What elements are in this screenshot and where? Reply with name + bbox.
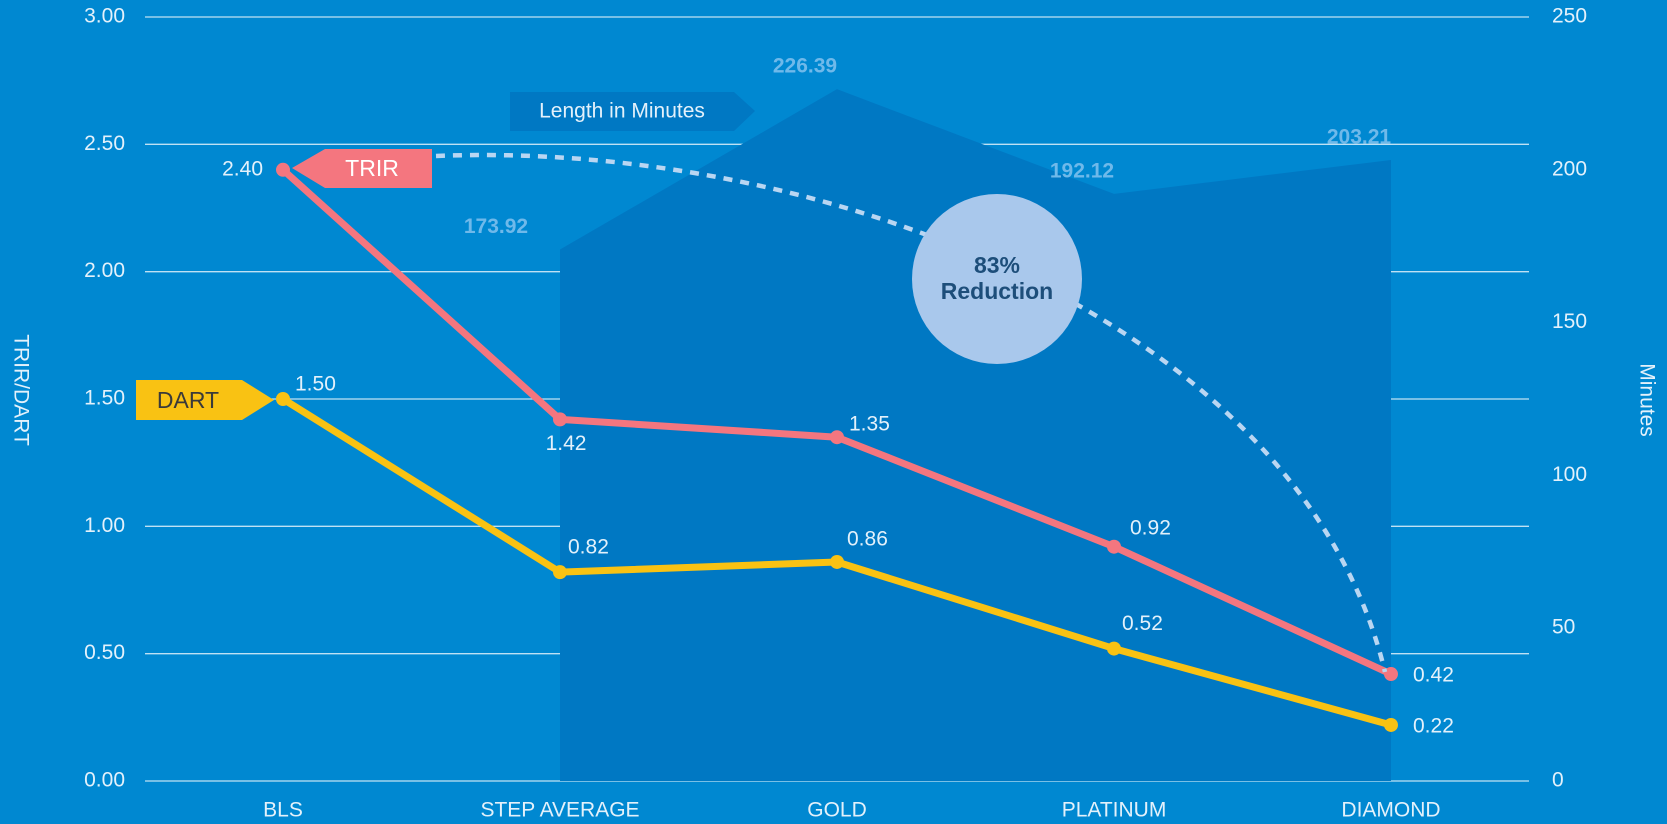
value-label: 1.42: [546, 432, 587, 455]
point: [553, 412, 567, 427]
value-label: 0.86: [847, 528, 888, 551]
y-tick-label: 2.50: [84, 132, 125, 155]
point: [1107, 641, 1121, 656]
y-tick-label: 0.50: [84, 641, 125, 664]
legend-tag: [136, 380, 274, 420]
y-tick-label: 1.50: [84, 387, 125, 410]
area-tag-label: Length in Minutes: [539, 100, 705, 123]
x-tick-label: PLATINUM: [1062, 799, 1167, 822]
area-value-label: 192.12: [1050, 159, 1114, 182]
point: [1384, 717, 1398, 732]
value-label: 0.82: [568, 536, 609, 559]
area-value-label: 226.39: [773, 55, 837, 78]
annotation-circle: [912, 194, 1082, 364]
y2-tick-label: 50: [1552, 616, 1575, 639]
area: [560, 89, 1391, 781]
y-tick-label: 0.00: [84, 769, 125, 792]
point: [1384, 667, 1398, 682]
value-label: 0.52: [1122, 612, 1163, 635]
y-tick-label: 1.00: [84, 514, 125, 537]
y-tick-label: 3.00: [84, 5, 125, 28]
point: [276, 162, 290, 177]
x-tick-label: GOLD: [807, 799, 867, 822]
y-tick-label: 2.00: [84, 259, 125, 282]
legend-label: TRIR: [345, 155, 399, 181]
area-value-label: 173.92: [464, 215, 528, 238]
point: [830, 430, 844, 445]
reduction-curve: [435, 152, 1388, 673]
area-tag: [510, 92, 755, 131]
point: [553, 565, 567, 580]
y2-tick-label: 200: [1552, 157, 1587, 180]
x-tick-label: BLS: [263, 799, 303, 822]
legend-tag: [292, 149, 432, 188]
annotation-text: 83%: [974, 252, 1020, 278]
legend-label: DART: [157, 387, 219, 413]
annotation-text: Reduction: [941, 278, 1053, 304]
x-tick-label: STEP AVERAGE: [480, 799, 639, 822]
value-label: 0.42: [1413, 664, 1454, 687]
value-label: 2.40: [222, 157, 263, 180]
point: [1107, 539, 1121, 554]
value-label: 0.92: [1130, 516, 1171, 539]
point: [276, 392, 290, 406]
value-label: 1.50: [295, 373, 336, 396]
y2-tick-label: 0: [1552, 769, 1564, 792]
y2-tick-label: 150: [1552, 310, 1587, 333]
value-label: 1.35: [849, 413, 890, 436]
y2-axis-label: Minutes: [1635, 363, 1658, 437]
point: [830, 554, 844, 569]
y-axis-label: TRIR/DART: [9, 334, 32, 446]
value-label: 0.22: [1413, 715, 1454, 738]
y2-tick-label: 250: [1552, 5, 1587, 28]
area-value-label: 203.21: [1327, 126, 1392, 149]
y2-tick-label: 100: [1552, 463, 1587, 486]
x-tick-label: DIAMOND: [1341, 799, 1440, 822]
